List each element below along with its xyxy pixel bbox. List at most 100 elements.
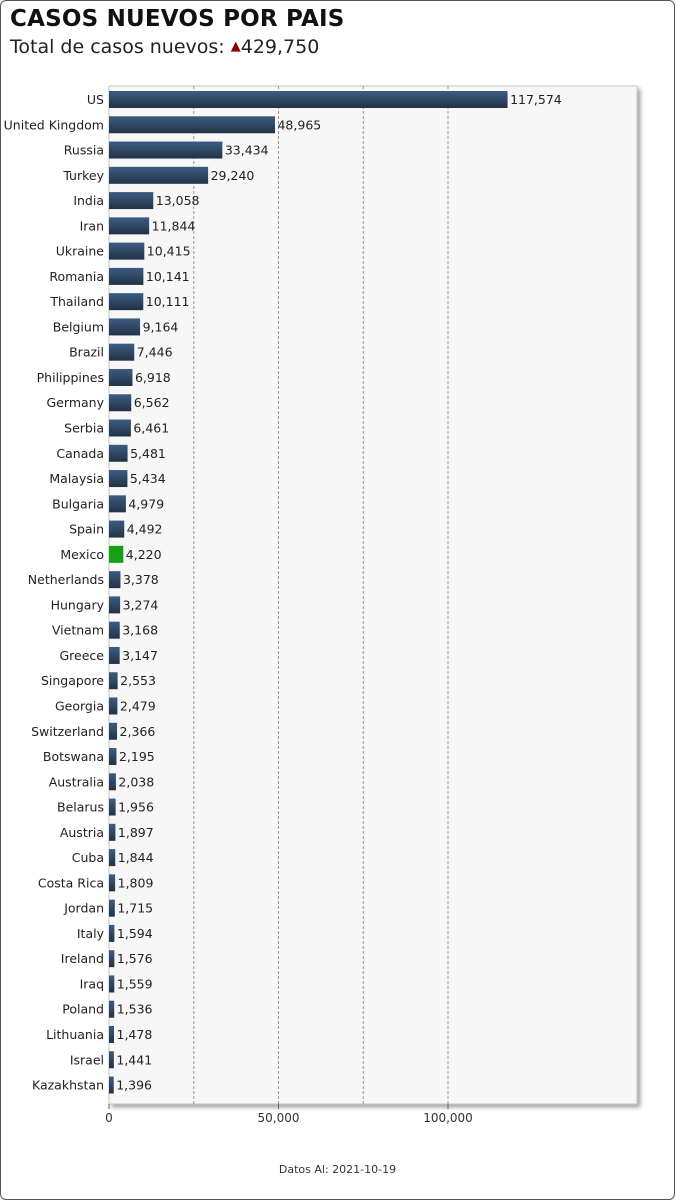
bar-kazakhstan (109, 1076, 114, 1094)
value-label: 9,164 (143, 319, 179, 334)
category-label: Israel (70, 1052, 104, 1067)
value-label: 3,274 (123, 597, 159, 612)
value-label: 5,434 (130, 471, 166, 486)
value-label: 11,844 (152, 218, 196, 233)
category-label: Brazil (69, 345, 104, 360)
value-label: 1,441 (116, 1052, 152, 1067)
bar-turkey (109, 166, 209, 184)
category-label: India (73, 193, 104, 208)
value-label: 4,979 (128, 496, 164, 511)
value-label: 2,553 (120, 673, 156, 688)
bar-cuba (109, 849, 116, 867)
value-label: 4,220 (126, 547, 162, 562)
value-label: 1,594 (117, 926, 153, 941)
value-label: 29,240 (211, 168, 255, 183)
category-label: Austria (60, 825, 104, 840)
bar-russia (109, 141, 223, 159)
value-label: 13,058 (156, 193, 200, 208)
bar-vietnam (109, 621, 120, 639)
category-label: Spain (69, 522, 104, 537)
value-label: 1,844 (118, 850, 154, 865)
bar-serbia (109, 419, 131, 437)
bar-iraq (109, 975, 115, 993)
category-label: Ireland (61, 951, 104, 966)
category-label: Serbia (64, 421, 104, 436)
value-label: 3,168 (122, 623, 158, 638)
bar-spain (109, 520, 125, 538)
category-label: Kazakhstan (32, 1078, 104, 1093)
category-label: Singapore (41, 673, 104, 688)
bar-greece (109, 646, 120, 664)
bar-belarus (109, 798, 116, 816)
category-label: Iraq (80, 976, 104, 991)
category-label: Jordan (63, 901, 104, 916)
category-label: Thailand (49, 294, 104, 309)
category-label: Iran (80, 218, 104, 233)
bar-bulgaria (109, 495, 126, 513)
bar-philippines (109, 368, 133, 386)
category-label: Turkey (62, 168, 104, 183)
value-label: 10,415 (147, 244, 191, 259)
bar-israel (109, 1051, 114, 1069)
category-label: Italy (77, 926, 105, 941)
value-label: 2,479 (120, 698, 156, 713)
category-label: Netherlands (28, 572, 104, 587)
category-label: Russia (64, 143, 104, 158)
bar-canada (109, 444, 128, 462)
bar-hungary (109, 596, 121, 614)
category-label: Belarus (57, 800, 104, 815)
bar-lithuania (109, 1025, 115, 1043)
bar-malaysia (109, 470, 128, 488)
value-label: 10,141 (146, 269, 190, 284)
value-label: 3,378 (123, 572, 159, 587)
bar-brazil (109, 343, 135, 361)
value-label: 6,918 (135, 370, 171, 385)
value-label: 48,965 (277, 117, 321, 132)
category-label: Mexico (60, 547, 104, 562)
bar-belgium (109, 318, 141, 336)
category-label: US (87, 92, 104, 107)
bar-italy (109, 924, 115, 942)
category-label: Malaysia (49, 471, 104, 486)
bar-thailand (109, 293, 144, 311)
bar-ukraine (109, 242, 145, 260)
bar-romania (109, 267, 144, 285)
category-label: Philippines (37, 370, 104, 385)
bar-ireland (109, 950, 115, 968)
category-label: Switzerland (31, 724, 104, 739)
category-label: Belgium (53, 319, 104, 334)
category-label: United Kingdom (4, 117, 104, 132)
chart-title: CASOS NUEVOS POR PAIS (10, 6, 345, 32)
bar-jordan (109, 899, 115, 917)
bar-united-kingdom (109, 116, 275, 134)
plot-area (108, 85, 638, 1105)
value-label: 1,536 (117, 1002, 153, 1017)
bar-austria (109, 823, 116, 841)
category-label: Australia (49, 774, 104, 789)
value-label: 33,434 (225, 143, 269, 158)
value-label: 1,956 (118, 800, 154, 815)
category-label: Botswana (43, 749, 104, 764)
bar-australia (109, 773, 116, 791)
bar-iran (109, 217, 150, 235)
x-tick-label: 50,000 (258, 1111, 300, 1125)
value-label: 1,396 (116, 1078, 152, 1093)
category-label: Vietnam (52, 623, 104, 638)
category-label: Lithuania (46, 1027, 104, 1042)
trend-up-icon: ▲ (230, 39, 241, 54)
category-label: Ukraine (56, 244, 105, 259)
value-label: 10,111 (146, 294, 190, 309)
data-date-footer: Datos Al: 2021-10-19 (278, 1163, 397, 1176)
category-label: Cuba (72, 850, 104, 865)
bar-india (109, 192, 154, 210)
value-label: 6,461 (133, 421, 169, 436)
bars-layer (109, 91, 508, 1094)
value-label: 4,492 (127, 522, 163, 537)
category-label: Germany (47, 395, 105, 410)
value-label: 1,809 (118, 875, 154, 890)
value-label: 1,576 (117, 951, 153, 966)
x-tick-label: 100,000 (423, 1111, 473, 1125)
bar-singapore (109, 672, 118, 690)
category-label: Canada (56, 446, 104, 461)
